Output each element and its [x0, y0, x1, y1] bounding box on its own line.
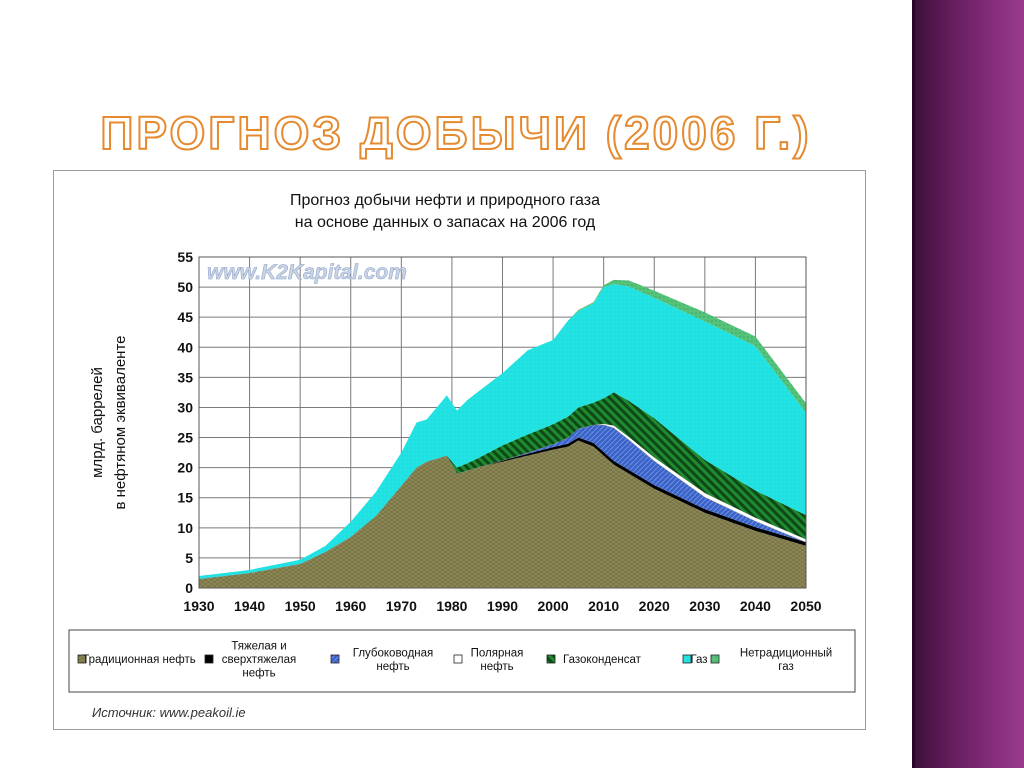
x-tick-label: 1950 — [285, 598, 316, 614]
area-chart: Прогноз добычи нефти и природного газа на… — [68, 192, 856, 720]
y-tick-label: 40 — [177, 339, 193, 355]
y-tick-label: 35 — [177, 369, 193, 385]
x-tick-label: 1940 — [234, 598, 265, 614]
y-axis-label-line: в нефтяном эквиваленте — [112, 335, 129, 509]
y-tick-label: 5 — [185, 550, 193, 566]
area-gas-condensate — [199, 392, 806, 579]
decorative-side-line — [912, 0, 915, 768]
x-tick-label: 2010 — [588, 598, 619, 614]
x-tick-label: 2000 — [538, 598, 569, 614]
y-tick-label: 20 — [177, 460, 193, 476]
y-tick-label: 45 — [177, 309, 193, 325]
x-tick-label: 1990 — [487, 598, 518, 614]
x-tick-label: 2040 — [740, 598, 771, 614]
y-tick-label: 50 — [177, 279, 193, 295]
legend-label-deepwater-oil: Глубоководная нефть — [353, 647, 434, 673]
x-tick-label: 2050 — [790, 598, 821, 614]
slide-title: Прогноз добычи (2006 г.) — [99, 106, 812, 160]
legend-label-gas: Газ — [690, 654, 707, 666]
y-tick-label: 15 — [177, 490, 193, 506]
y-tick-label: 55 — [177, 249, 193, 265]
source-note: Источник: www.peakoil.ie — [92, 705, 246, 720]
watermark: www.K2Kapital.com — [207, 261, 407, 284]
chart-frame: Прогноз добычи нефти и природного газа на… — [53, 170, 866, 730]
y-axis-label-line: млрд. баррелей — [89, 367, 106, 478]
chart-title-line: Прогноз добычи нефти и природного газа — [290, 192, 600, 209]
plot-border — [198, 256, 807, 589]
y-tick-label: 25 — [177, 430, 193, 446]
x-tick-label: 2020 — [639, 598, 670, 614]
legend-swatch-gas-condensate — [546, 654, 556, 664]
legend-swatch-heavy-oil — [204, 654, 214, 664]
x-tick-label: 1960 — [335, 598, 366, 614]
chart-title-line: на основе данных о запасах на 2006 год — [295, 214, 596, 231]
x-tick-label: 1970 — [386, 598, 417, 614]
legend-label-heavy-oil: Тяжелая и сверхтяжелая нефть — [222, 641, 297, 680]
area-gas — [199, 284, 806, 579]
x-tick-label: 2030 — [689, 598, 720, 614]
legend-swatch-traditional-oil — [77, 654, 87, 664]
y-tick-label: 10 — [177, 520, 193, 536]
y-tick-label: 30 — [177, 399, 193, 415]
legend-swatch-unconventional-gas — [710, 654, 720, 664]
area-deepwater-oil — [199, 424, 806, 579]
legend-swatch-gas — [682, 654, 692, 664]
x-tick-label: 1980 — [436, 598, 467, 614]
area-traditional-oil — [199, 440, 806, 588]
decorative-side-band — [912, 0, 1024, 768]
legend-swatch-polar-oil — [453, 654, 463, 664]
x-tick-label: 1930 — [183, 598, 214, 614]
legend-label-gas-condensate: Газоконденсат — [563, 654, 642, 666]
legend-label-unconventional-gas: Нетрадиционный газ — [740, 647, 832, 673]
legend-swatch-deepwater-oil — [330, 654, 340, 664]
legend-label-polar-oil: Полярная нефть — [471, 647, 524, 673]
legend-label-traditional-oil: Традиционная нефть — [82, 654, 195, 666]
y-tick-label: 0 — [185, 580, 193, 596]
